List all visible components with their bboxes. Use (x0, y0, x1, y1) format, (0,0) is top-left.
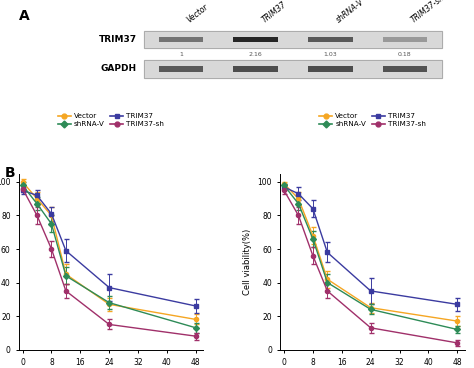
Bar (308, 66, 353, 72)
Text: A: A (19, 9, 30, 23)
Bar (308, 37, 353, 42)
Bar (383, 66, 427, 72)
Bar (144, 31, 442, 49)
Bar (159, 37, 203, 42)
Text: shRNA-V: shRNA-V (335, 0, 366, 25)
Bar (144, 31, 442, 49)
Text: 1: 1 (179, 52, 183, 57)
Bar (383, 37, 427, 42)
Text: Vector: Vector (185, 3, 210, 25)
Text: TRIM37: TRIM37 (260, 0, 288, 25)
Text: B: B (5, 166, 15, 180)
Bar (233, 37, 278, 42)
Y-axis label: Cell viability(%): Cell viability(%) (243, 229, 252, 295)
Bar (233, 66, 278, 72)
Legend: Vector, shRNA-V, TRIM37, TRIM37-sh: Vector, shRNA-V, TRIM37, TRIM37-sh (317, 110, 428, 130)
Text: GAPDH: GAPDH (101, 64, 137, 74)
Text: TRIM37: TRIM37 (99, 35, 137, 44)
Text: 1.03: 1.03 (323, 52, 337, 57)
Bar (144, 60, 442, 78)
Bar (159, 66, 203, 72)
Bar (144, 60, 442, 78)
Text: 2.16: 2.16 (249, 52, 263, 57)
Legend: Vector, shRNA-V, TRIM37, TRIM37-sh: Vector, shRNA-V, TRIM37, TRIM37-sh (55, 110, 167, 130)
Text: 0.18: 0.18 (398, 52, 412, 57)
Text: TRIM37-sh: TRIM37-sh (410, 0, 447, 25)
